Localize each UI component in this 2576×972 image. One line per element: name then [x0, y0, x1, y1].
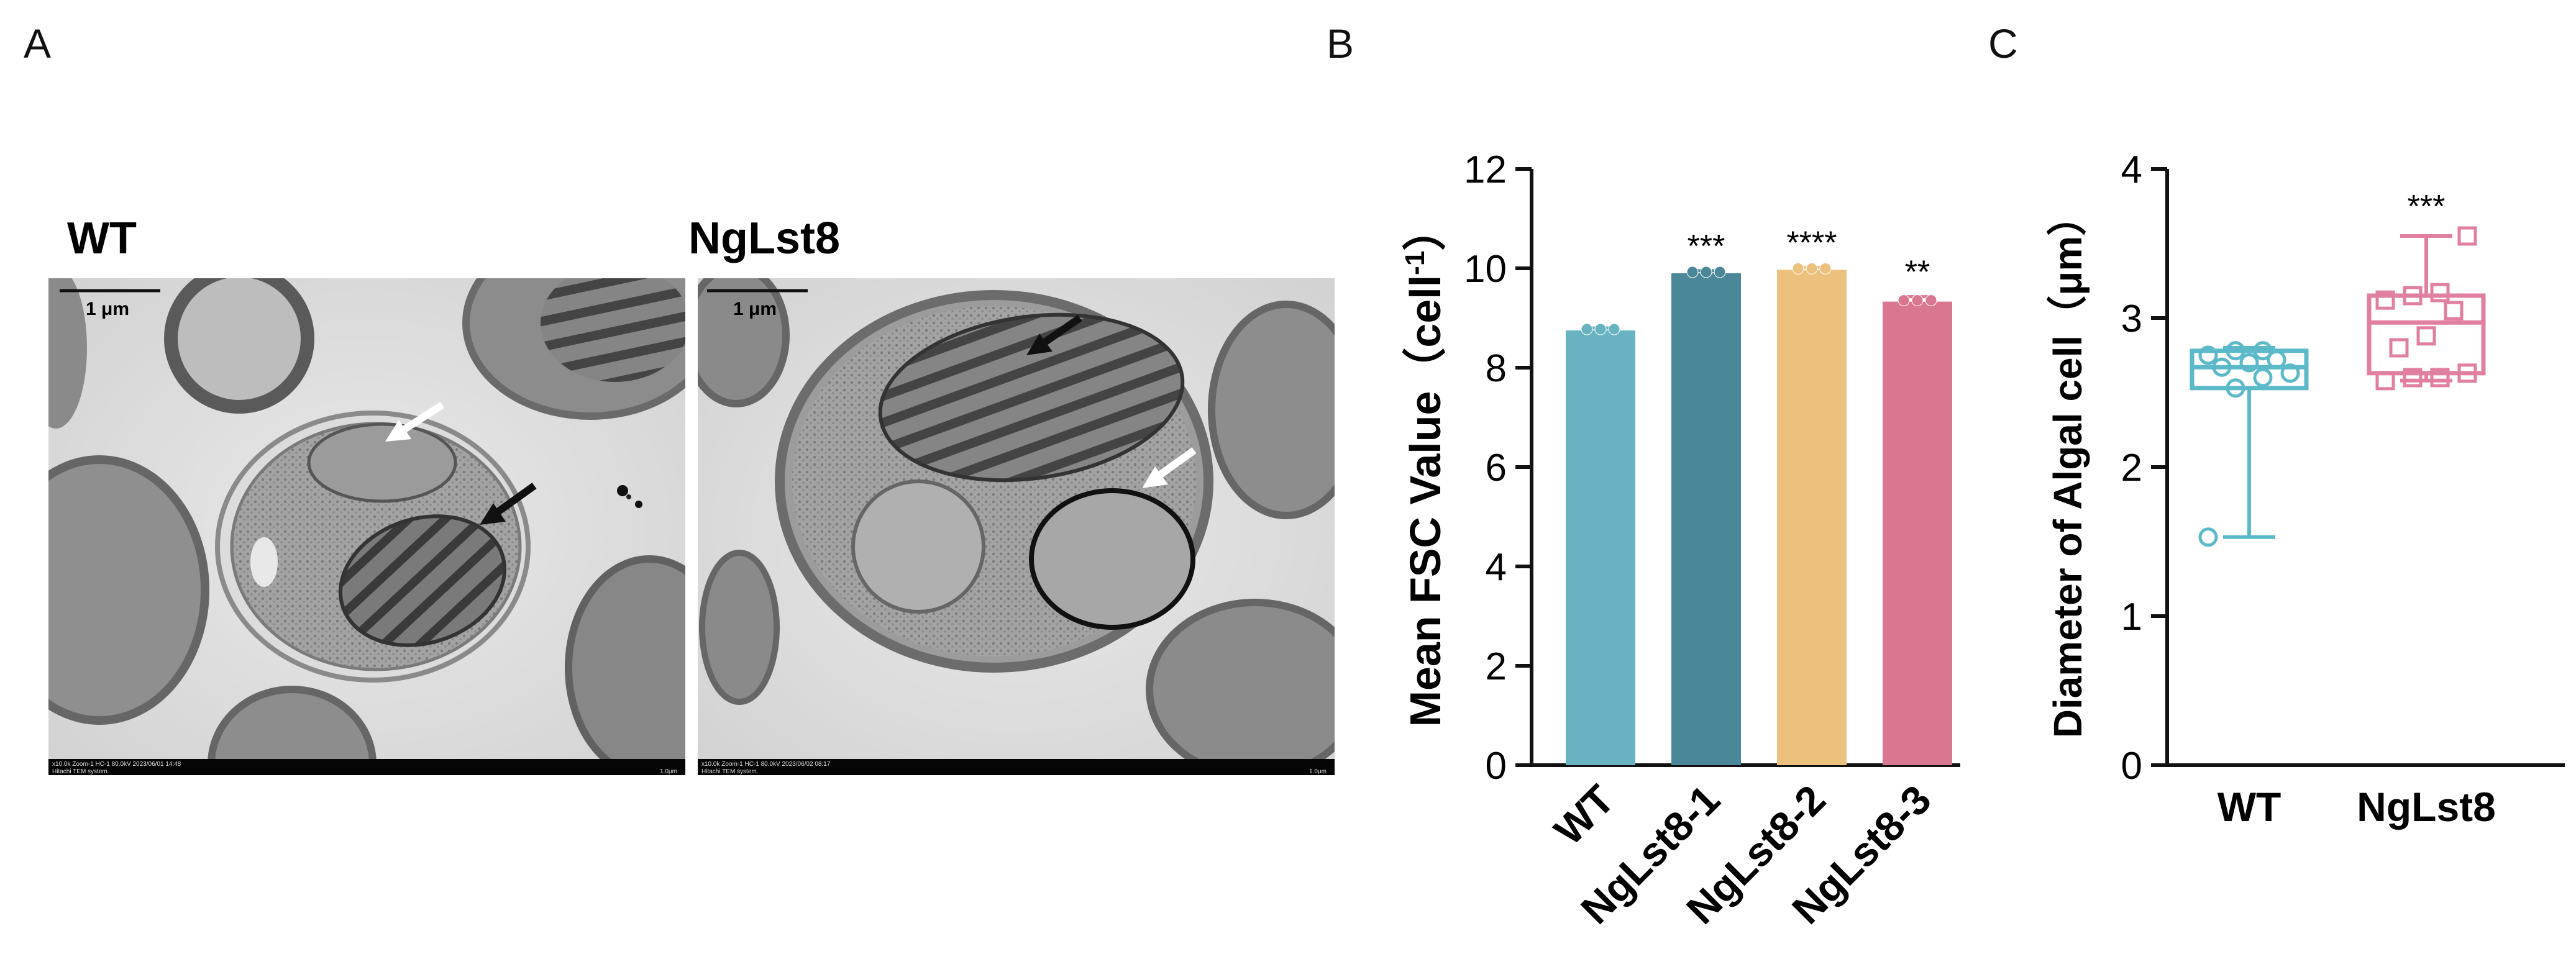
significance-label: ***: [1688, 229, 1725, 265]
scale-bar-nglst8: 1 μm: [733, 299, 777, 319]
replicate-point: [1806, 262, 1818, 275]
significance-label: **: [1905, 255, 1930, 291]
replicate-point: [1898, 294, 1910, 307]
tem-footer-scale-wt: 1.0μm: [660, 768, 677, 775]
c-y-tick-label: 4: [2121, 148, 2142, 191]
b-y-tick-label: 6: [1486, 447, 1507, 489]
replicate-point: [1714, 266, 1726, 278]
c-x-tick-label: NgLst8: [2357, 784, 2496, 830]
c-y-tick-label: 2: [2121, 447, 2142, 489]
data-point: [2416, 326, 2436, 346]
tem-footer-wt: x10.0k Zoom-1 HC-1 80.0kV 2023/06/01 14:…: [52, 761, 181, 768]
data-point: [2212, 357, 2232, 377]
arrow-black-nglst8: [1026, 315, 1082, 355]
b-y-tick-label: 0: [1486, 745, 1507, 788]
data-point: [2239, 353, 2259, 373]
panel-letter-a: A: [24, 20, 52, 66]
data-point: [2280, 363, 2300, 383]
replicate-point: [1911, 294, 1924, 307]
b-y-tick-label: 2: [1486, 645, 1507, 688]
arrow-white-wt: [385, 401, 445, 442]
replicate-point: [1925, 294, 1937, 307]
replicate-point: [1686, 266, 1699, 278]
replicate-point: [1581, 323, 1593, 335]
replicate-point: [1792, 262, 1804, 275]
condition-label-nglst8: NgLst8: [688, 214, 840, 263]
panel-c-box-plot: 0 1 2 3 4 *** WT NgLst8 Diameter of Algal cel…: [2045, 148, 2565, 830]
replicate-point: [1700, 266, 1712, 278]
data-point: [2226, 378, 2245, 398]
data-point: [2457, 363, 2477, 383]
box-wt: [2190, 348, 2309, 391]
arrow-black-wt: [480, 483, 537, 525]
data-point: [2267, 350, 2286, 370]
c-y-tick-label: 0: [2121, 745, 2142, 788]
panel-letter-b: B: [1327, 20, 1354, 66]
data-point: [2403, 368, 2423, 388]
data-point: [2226, 341, 2245, 361]
tem-image-nglst8: 1 μm x10.0k Zoom-1 HC-1 80.0kV 2023/06/0…: [698, 278, 1335, 775]
tem-footer-system-nglst8: Hitachi TEM system.: [701, 768, 759, 775]
bar-nglst8-1: [1671, 273, 1741, 765]
data-point: [2430, 283, 2450, 302]
significance-label: ****: [1787, 225, 1837, 261]
bar-wt: [1566, 330, 1635, 765]
data-point: [2375, 371, 2395, 391]
bar-nglst8-3: [1883, 301, 1952, 766]
b-y-tick-label: 4: [1486, 546, 1507, 589]
replicate-point: [1819, 262, 1832, 275]
c-y-axis-label: Diameter of Algal cell（μm）: [2045, 196, 2090, 738]
significance-label: ***: [2408, 189, 2446, 225]
box-nglst8: [2367, 293, 2486, 376]
replicate-point: [1594, 323, 1607, 335]
data-point: [2198, 527, 2218, 547]
replicate-point: [1608, 323, 1620, 335]
data-point: [2403, 286, 2423, 306]
data-point: [2444, 301, 2464, 320]
b-x-tick-label: WT: [1545, 776, 1623, 854]
tem-image-wt: 1 μm x10.0k Zoom-1 HC-1 80.0kV 2023/06/0…: [48, 278, 685, 775]
data-point: [2198, 345, 2218, 365]
data-point: [2253, 341, 2273, 361]
data-point: [2389, 338, 2409, 358]
scale-bar-wt: 1 μm: [86, 299, 129, 319]
arrow-white-nglst8: [1142, 447, 1197, 488]
data-point: [2253, 368, 2273, 388]
tem-footer-scale-nglst8: 1.0μm: [1309, 768, 1327, 775]
data-point: [2375, 290, 2395, 310]
data-point: [2430, 368, 2450, 388]
panel-a-tem: WT NgLst8 1 μm: [48, 214, 1335, 775]
bar-nglst8-2: [1777, 270, 1847, 765]
condition-label-wt: WT: [67, 214, 137, 263]
c-x-tick-label: WT: [2217, 784, 2281, 830]
tem-footer-system-wt: Hitachi TEM system.: [52, 768, 109, 775]
c-y-tick-label: 1: [2121, 596, 2142, 638]
c-y-tick-label: 3: [2121, 298, 2142, 340]
b-y-axis-label: Mean FSC Value（cell-1）: [1400, 207, 1450, 727]
tem-footer-nglst8: x10.0k Zoom-1 HC-1 80.0kV 2023/06/02 08:…: [701, 761, 831, 768]
data-point: [2457, 226, 2477, 246]
b-y-tick-label: 8: [1486, 347, 1507, 390]
b-y-tick-label: 10: [1464, 248, 1507, 291]
panel-letter-c: C: [1988, 20, 2018, 66]
b-y-tick-label: 12: [1464, 148, 1507, 191]
